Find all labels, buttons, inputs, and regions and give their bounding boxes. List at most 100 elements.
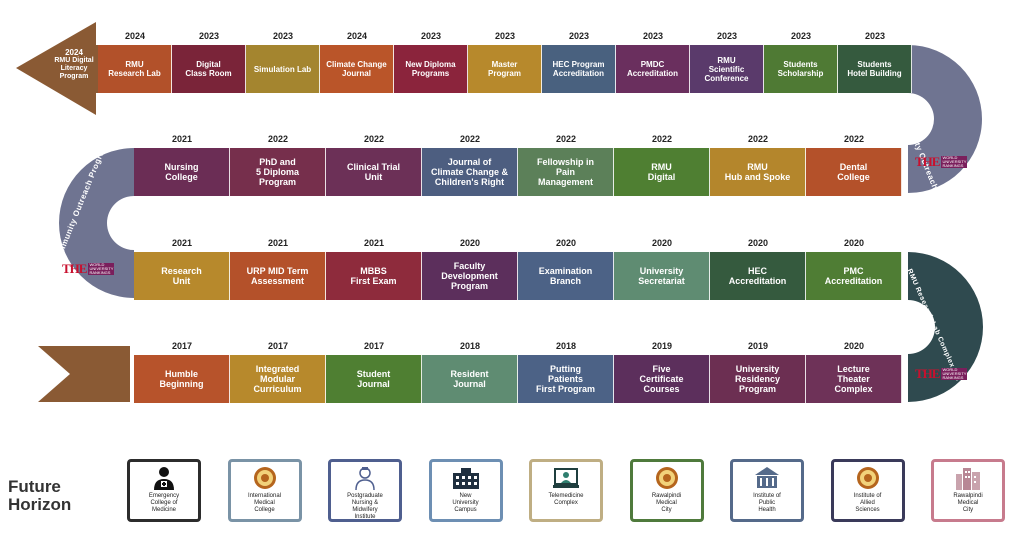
milestone-tile: Examination Branch	[518, 252, 614, 300]
milestone-year: 2022	[459, 134, 481, 144]
curve-right-bottom	[908, 252, 983, 402]
future-card: International Medical College	[227, 459, 302, 522]
curve-left-mid	[59, 148, 134, 298]
milestone-year: 2024	[124, 31, 146, 41]
future-card-label: Institute of Allied Sciences	[853, 493, 882, 513]
future-card-label: Postgraduate Nursing & Midwifery Institu…	[347, 493, 383, 520]
milestone-year: 2019	[747, 341, 769, 351]
milestone-tile: Resident Journal	[422, 355, 518, 403]
seal-icon	[853, 466, 883, 490]
milestone-tile: HEC Accreditation	[710, 252, 806, 300]
start-arrow-year: 2024	[65, 48, 83, 57]
milestone-year: 2023	[568, 31, 590, 41]
milestone-tile: Nursing College	[134, 148, 230, 196]
milestone-tile: URP MID Term Assessment	[230, 252, 326, 300]
future-card: Institute of Allied Sciences	[830, 459, 905, 522]
milestone-year: 2020	[843, 238, 865, 248]
milestone-tile: RMU Hub and Spoke	[710, 148, 806, 196]
seal-icon	[250, 466, 280, 490]
milestone-tile: HEC Program Accreditation	[542, 45, 616, 93]
milestone-tile: RMU Scientific Conference	[690, 45, 764, 93]
origin-chevron	[38, 346, 130, 402]
milestone-tile: PMDC Accreditation	[616, 45, 690, 93]
telemedicine-icon	[551, 466, 581, 490]
milestone-year: 2017	[363, 341, 385, 351]
doctor-icon	[149, 466, 179, 490]
future-card: Telemedicine Complex	[529, 459, 603, 522]
future-card-label: New University Campus	[452, 493, 479, 513]
future-title-line2: Horizon	[8, 495, 72, 514]
future-card-label: International Medical College	[247, 493, 282, 513]
public-health-icon	[752, 466, 782, 490]
milestone-tile: Lecture Theater Complex	[806, 355, 902, 403]
future-card-label: Telemedicine Complex	[548, 493, 584, 506]
the-badge: THE WORLD UNIVERSITY RANKINGS	[915, 154, 968, 169]
milestone-tile: University Residency Program	[710, 355, 806, 403]
milestone-year: 2018	[555, 341, 577, 351]
milestone-tile: Student Journal	[326, 355, 422, 403]
milestone-year: 2022	[267, 134, 289, 144]
future-card: Postgraduate Nursing & Midwifery Institu…	[328, 459, 402, 522]
milestone-year: 2018	[459, 341, 481, 351]
start-arrow	[16, 22, 98, 115]
the-badge: THE WORLD UNIVERSITY RANKINGS	[915, 366, 968, 381]
milestone-year: 2022	[843, 134, 865, 144]
future-card: Rawalpindi Medical City	[629, 459, 704, 522]
city-icon	[953, 466, 983, 490]
milestone-tile: University Secretariat	[614, 252, 710, 300]
seal-icon	[652, 466, 682, 490]
milestone-tile: Integrated Modular Curriculum	[230, 355, 326, 403]
future-card: Rawalpindi Medical City	[931, 459, 1005, 522]
milestone-tile: Simulation Lab	[246, 45, 320, 93]
milestone-tile: Climate Change Journal	[320, 45, 394, 93]
milestone-year: 2024	[346, 31, 368, 41]
milestone-year: 2017	[171, 341, 193, 351]
future-title-line1: Future	[8, 477, 61, 496]
future-horizon-title: Future Horizon	[8, 478, 71, 514]
future-card-label: Emergency College of Medicine	[148, 493, 180, 513]
milestone-tile: PhD and 5 Diploma Program	[230, 148, 326, 196]
milestone-tile: RMU Research Lab	[98, 45, 172, 93]
milestone-year: 2023	[420, 31, 442, 41]
milestone-year: 2023	[864, 31, 886, 41]
milestone-year: 2023	[790, 31, 812, 41]
future-card: Institute of Public Health	[730, 459, 804, 522]
milestone-tile: Clinical Trial Unit	[326, 148, 422, 196]
milestone-year: 2023	[716, 31, 738, 41]
nurse-icon	[350, 466, 380, 490]
milestone-tile: Putting Patients First Program	[518, 355, 614, 403]
the-badge: THE WORLD UNIVERSITY RANKINGS	[62, 261, 115, 276]
milestone-tile: Faculty Development Program	[422, 252, 518, 300]
milestone-year: 2020	[459, 238, 481, 248]
milestone-year: 2023	[272, 31, 294, 41]
milestone-tile: PMC Accreditation	[806, 252, 902, 300]
milestone-tile: Students Hotel Building	[838, 45, 912, 93]
milestone-year: 2020	[555, 238, 577, 248]
future-card-label: Rawalpindi Medical City	[953, 493, 983, 513]
milestone-tile: MBBS First Exam	[326, 252, 422, 300]
milestone-year: 2021	[267, 238, 289, 248]
milestone-tile: Journal of Climate Change & Children's R…	[422, 148, 518, 196]
building-icon	[451, 466, 481, 490]
milestone-year: 2020	[843, 341, 865, 351]
start-arrow-label: RMU Digital Literacy Program	[54, 57, 94, 80]
future-card: Emergency College of Medicine	[127, 459, 201, 522]
milestone-tile: Research Unit	[134, 252, 230, 300]
milestone-year: 2017	[267, 341, 289, 351]
milestone-year: 2023	[642, 31, 664, 41]
milestone-tile: Master Program	[468, 45, 542, 93]
milestone-year: 2023	[494, 31, 516, 41]
milestone-year: 2022	[651, 134, 673, 144]
milestone-year: 2020	[651, 238, 673, 248]
milestone-year: 2023	[198, 31, 220, 41]
milestone-year: 2020	[747, 238, 769, 248]
milestone-year: 2022	[363, 134, 385, 144]
future-card-label: Rawalpindi Medical City	[651, 493, 682, 513]
milestone-tile: Humble Beginning	[134, 355, 230, 403]
milestone-tile: RMU Digital	[614, 148, 710, 196]
milestone-year: 2019	[651, 341, 673, 351]
future-card: New University Campus	[428, 459, 503, 522]
milestone-tile: Dental College	[806, 148, 902, 196]
milestone-year: 2021	[171, 238, 193, 248]
